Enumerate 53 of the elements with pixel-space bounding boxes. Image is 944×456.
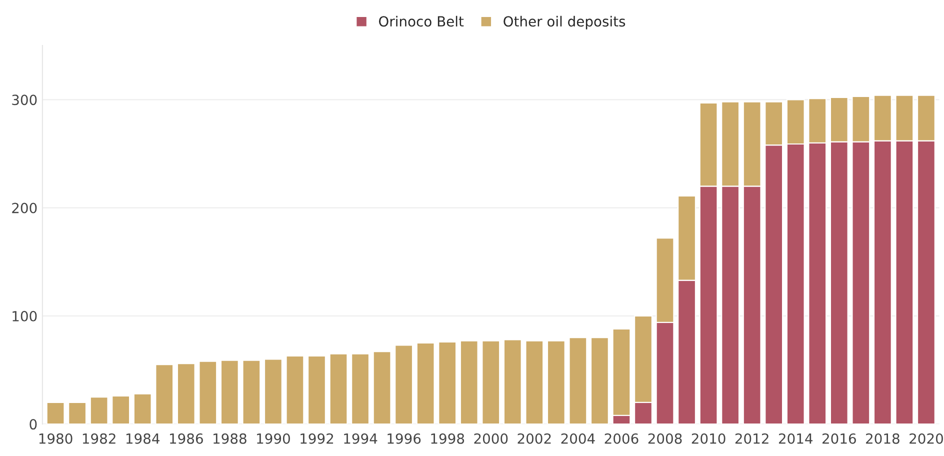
bar — [503, 339, 522, 424]
x-tick-label: 1996 — [388, 433, 421, 444]
x-tick-label: 2012 — [735, 433, 768, 444]
bar — [198, 360, 218, 424]
legend-label: Orinoco Belt — [378, 16, 464, 27]
x-tick-label: 1986 — [170, 433, 203, 444]
bar — [525, 340, 544, 424]
bar — [68, 402, 87, 424]
bar — [242, 360, 261, 424]
bar — [46, 402, 65, 424]
x-tick-label: 1980 — [39, 433, 72, 444]
x-tick-label: 1990 — [257, 433, 290, 444]
x-tick-label: 2016 — [822, 433, 856, 444]
x-tick-label: 2006 — [604, 433, 638, 444]
bar — [416, 342, 435, 424]
x-tick-label: 1984 — [126, 433, 160, 444]
y-tick-label: 200 — [12, 202, 37, 214]
bar — [590, 337, 609, 424]
x-tick-label: 1988 — [214, 433, 246, 444]
y-tick-label: 300 — [12, 94, 37, 106]
bar — [220, 360, 239, 424]
bar — [112, 395, 130, 424]
bar — [90, 396, 108, 424]
x-tick-label: 2014 — [778, 433, 813, 444]
bar — [482, 340, 500, 424]
bar — [155, 364, 174, 424]
bar — [438, 341, 457, 424]
x-tick-label: 2002 — [518, 433, 551, 444]
x-tick-label: 2018 — [866, 433, 900, 444]
y-tick-label: 100 — [12, 310, 37, 322]
bar — [264, 358, 282, 424]
x-tick-label: 2004 — [561, 433, 595, 444]
bar — [372, 351, 392, 424]
bar — [351, 353, 370, 424]
bar — [133, 393, 152, 424]
x-tick-label: 2010 — [692, 433, 726, 444]
x-tick-label: 2000 — [474, 433, 508, 444]
bar — [176, 362, 196, 424]
x-tick-label: 2008 — [648, 433, 682, 444]
x-tick-label: 1992 — [300, 433, 334, 444]
x-tick-label: 1998 — [431, 433, 464, 444]
bar — [394, 344, 414, 424]
bar — [460, 340, 478, 424]
bar — [307, 355, 326, 424]
legend-label: Other oil deposits — [504, 16, 626, 30]
x-tick-label: 1982 — [82, 433, 116, 444]
bar — [329, 353, 348, 424]
x-tick-label: 1994 — [344, 433, 378, 444]
bar — [286, 355, 304, 424]
bar — [568, 337, 588, 424]
x-tick-label: 2020 — [910, 433, 943, 444]
bar — [546, 340, 566, 424]
y-tick-label: 0 — [30, 419, 37, 430]
